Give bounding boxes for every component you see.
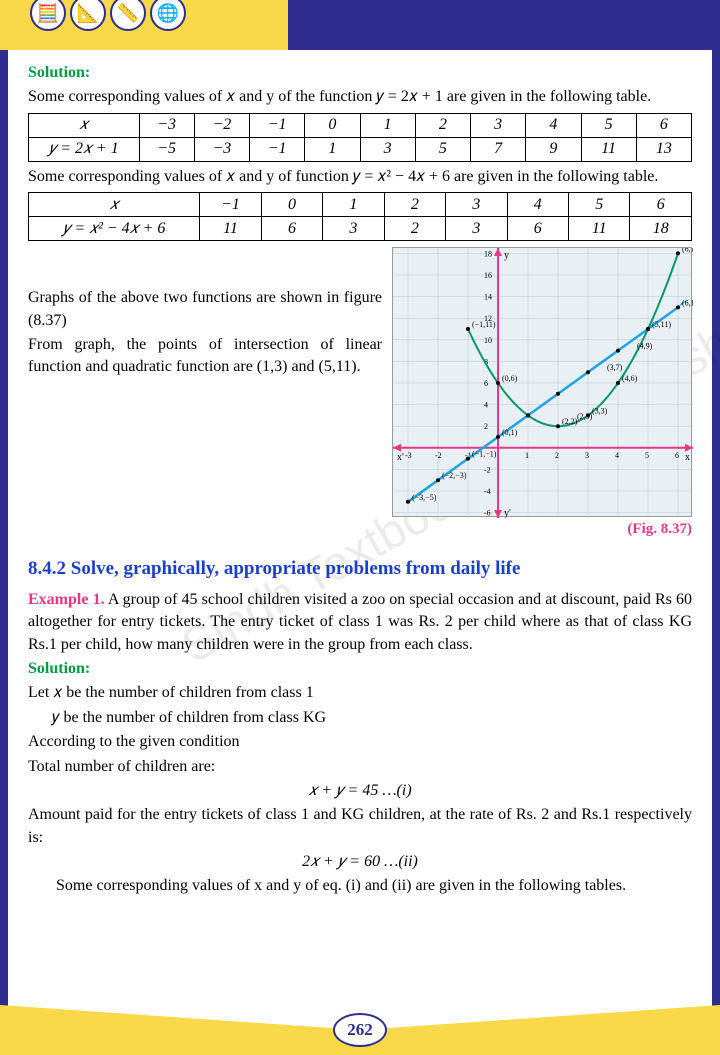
svg-text:18: 18 [484, 250, 492, 259]
svg-text:5: 5 [645, 451, 649, 460]
svg-text:-3: -3 [405, 451, 412, 460]
svg-text:16: 16 [484, 271, 492, 280]
svg-text:(4,9): (4,9) [637, 342, 653, 351]
svg-text:(0,1): (0,1) [502, 428, 518, 437]
ruler-icon: 📐 [70, 0, 106, 31]
svg-text:14: 14 [484, 293, 492, 302]
svg-text:(−2,−3): (−2,−3) [442, 471, 467, 480]
svg-text:2: 2 [484, 422, 488, 431]
svg-text:-6: -6 [484, 509, 491, 518]
graph-svg: xx'yy'-3-2-1123456-6-4-224681012141618(−… [393, 248, 693, 518]
svg-text:(5,11): (5,11) [652, 320, 671, 329]
svg-text:2: 2 [555, 451, 559, 460]
globe-icon: 🌐 [150, 0, 186, 31]
svg-text:(−1,−1): (−1,−1) [472, 450, 497, 459]
svg-text:y': y' [504, 508, 511, 518]
svg-text:4: 4 [484, 401, 488, 410]
svg-text:(3,3): (3,3) [592, 407, 608, 416]
svg-text:6: 6 [484, 379, 488, 388]
svg-text:(2,2): (2,2) [562, 417, 578, 426]
svg-text:x: x [685, 452, 690, 463]
svg-text:(2,5): (2,5) [577, 412, 593, 421]
compass-icon: 📏 [110, 0, 146, 31]
svg-text:6: 6 [675, 451, 679, 460]
svg-text:(−3,−5): (−3,−5) [412, 493, 437, 502]
svg-text:1: 1 [525, 451, 529, 460]
page-number: 262 [333, 1013, 387, 1047]
svg-text:-2: -2 [484, 466, 491, 475]
svg-text:x': x' [397, 452, 404, 463]
svg-text:10: 10 [484, 336, 492, 345]
svg-text:-4: -4 [484, 487, 491, 496]
svg-text:(6,13): (6,13) [682, 299, 693, 308]
svg-text:(4,6): (4,6) [622, 374, 638, 383]
svg-text:(−1,11): (−1,11) [472, 320, 496, 329]
svg-text:3: 3 [585, 451, 589, 460]
top-banner: 🧮 📐 📏 🌐 [0, 0, 720, 50]
calculator-icon: 🧮 [30, 0, 66, 31]
svg-text:y: y [504, 250, 509, 261]
graph-figure: xx'yy'-3-2-1123456-6-4-224681012141618(−… [392, 247, 692, 517]
svg-text:(6,18): (6,18) [682, 248, 693, 253]
svg-text:(0,6): (0,6) [502, 374, 518, 383]
svg-text:-2: -2 [435, 451, 442, 460]
svg-text:4: 4 [615, 451, 619, 460]
svg-text:(3,7): (3,7) [607, 363, 623, 372]
